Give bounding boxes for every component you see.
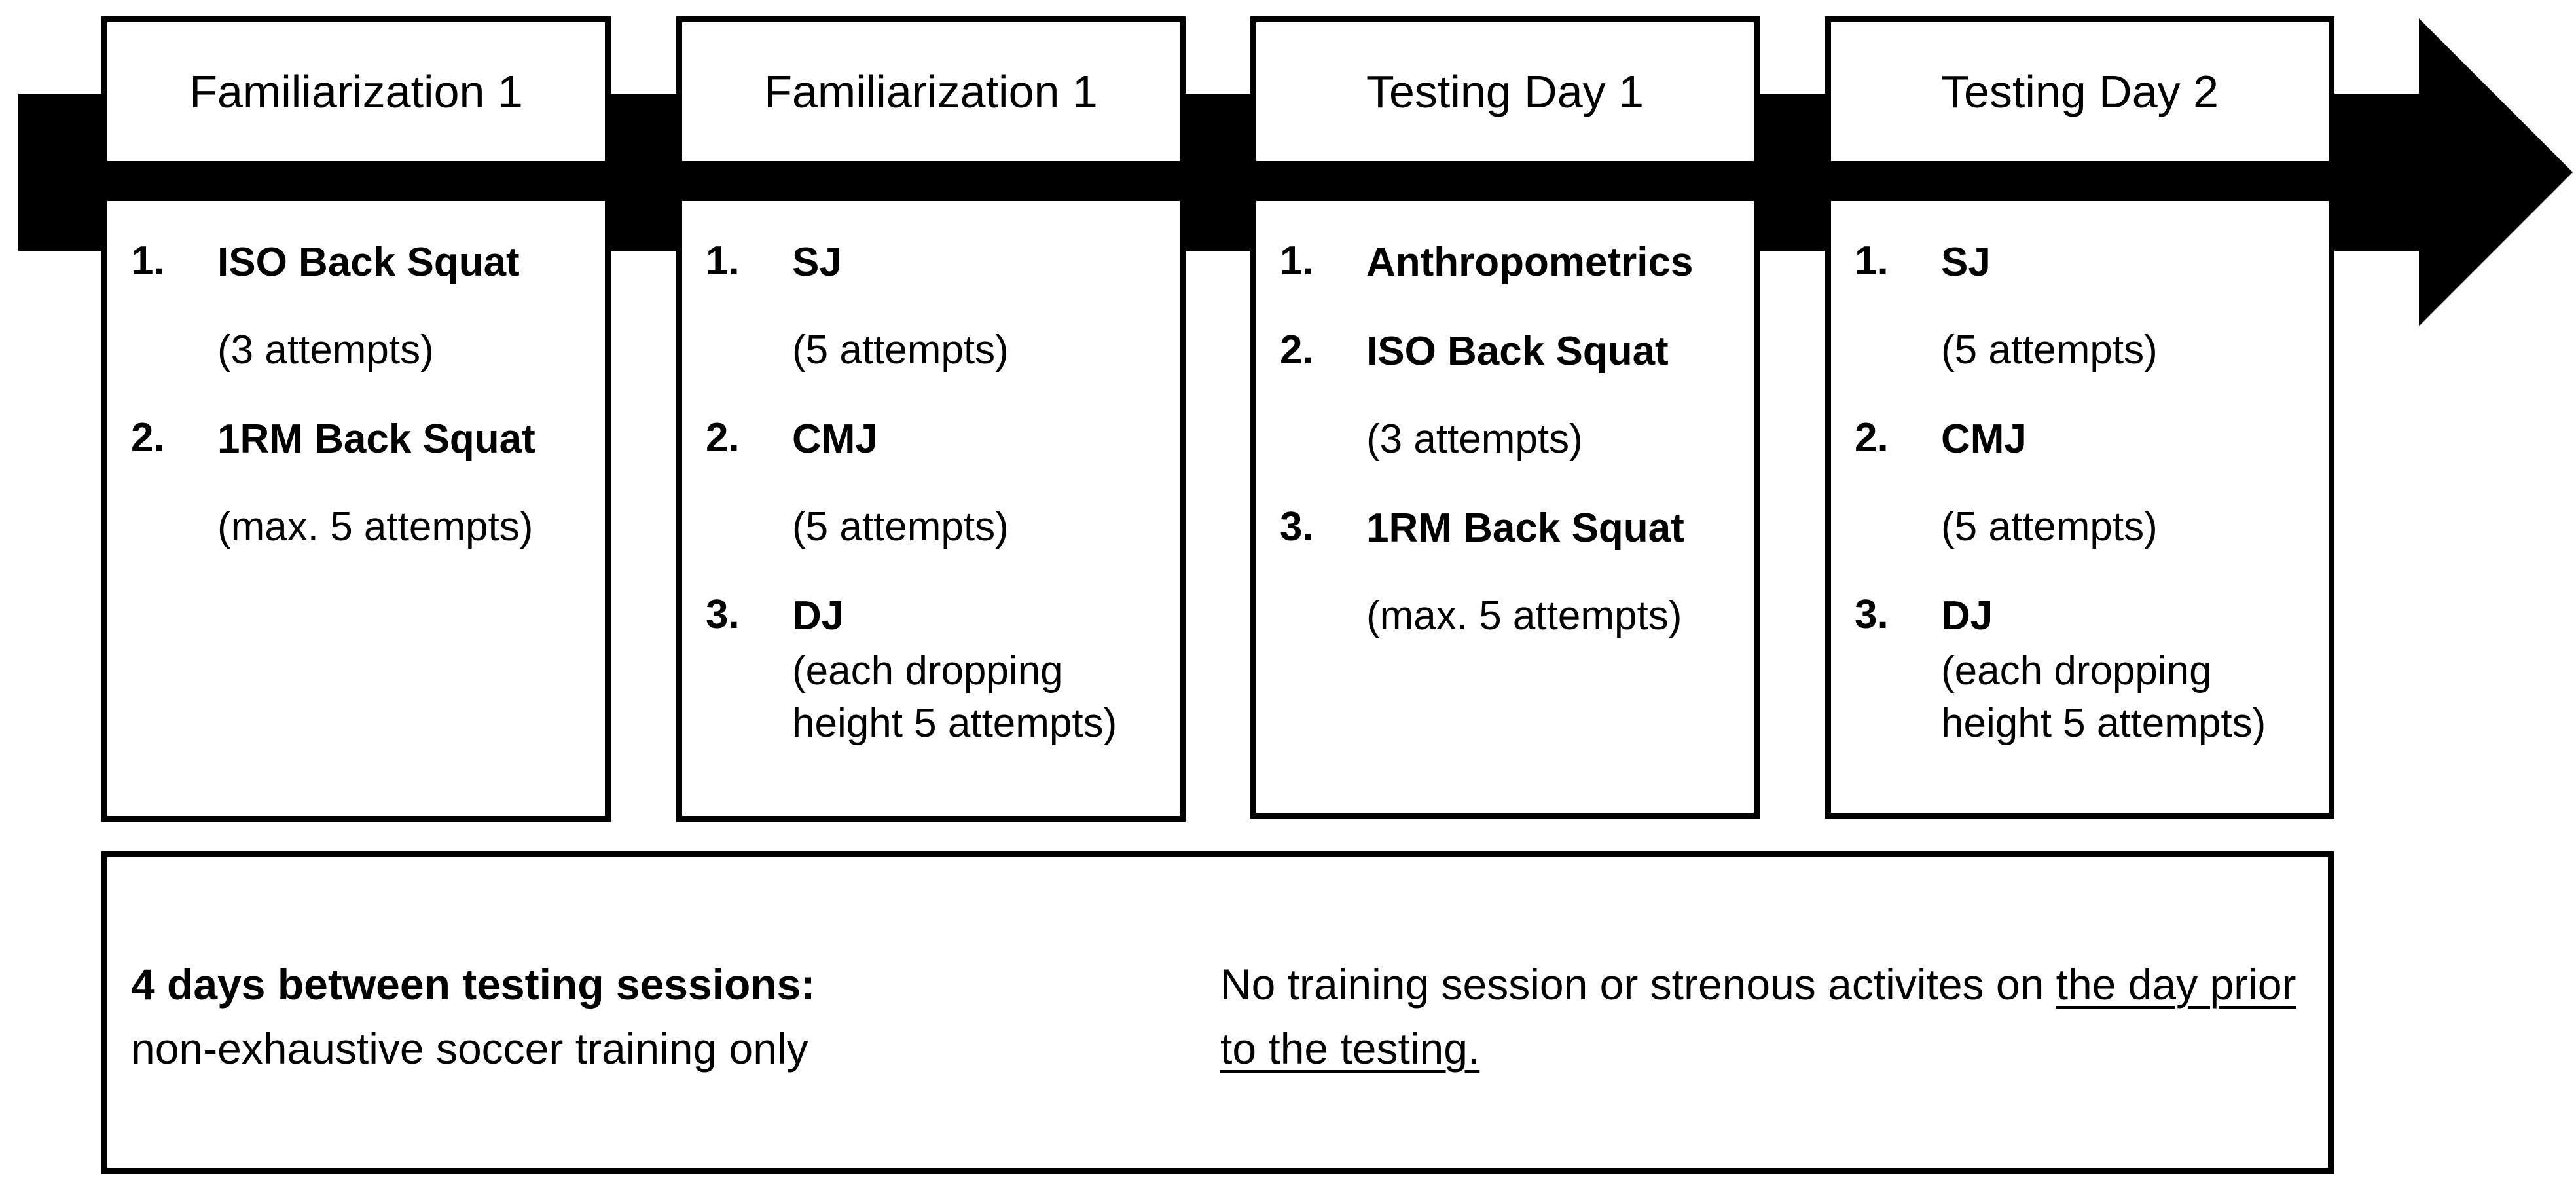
session-steps-2: 1. SJ (5 attempts) 2. CMJ (5 attempts) 3. DJ (ea… bbox=[676, 195, 1186, 822]
step-name: Anthropometrics bbox=[1366, 240, 1694, 285]
step-detail: (3 attempts) bbox=[1366, 417, 1583, 462]
step-number: 2. bbox=[1855, 415, 1889, 460]
session-step: 1. Anthropometrics bbox=[1280, 238, 1754, 287]
session-step: 3. DJ (each dropping height 5 attempts) bbox=[706, 591, 1180, 750]
step-number: 3. bbox=[1280, 504, 1314, 549]
step-number: 2. bbox=[131, 415, 165, 460]
step-detail: (each dropping height 5 attempts) bbox=[792, 648, 1117, 746]
step-name: 1RM Back Squat bbox=[217, 417, 535, 462]
step-name: ISO Back Squat bbox=[1366, 329, 1669, 374]
step-detail: (5 attempts) bbox=[792, 504, 1009, 549]
step-detail: (3 attempts) bbox=[217, 327, 434, 373]
step-number: 1. bbox=[131, 238, 165, 284]
session-step: 2. 1RM Back Squat (max. 5 attempts) bbox=[131, 415, 605, 552]
session-step: 3. 1RM Back Squat (max. 5 attempts) bbox=[1280, 504, 1754, 641]
step-number: 3. bbox=[706, 592, 740, 637]
step-name: DJ bbox=[1941, 593, 1993, 639]
step-detail: (5 attempts) bbox=[1941, 504, 2158, 549]
session-step: 3. DJ (each dropping height 5 attempts) bbox=[1855, 591, 2329, 750]
step-number: 1. bbox=[1280, 238, 1314, 284]
pre-test-note: No training session or strenous activite… bbox=[1220, 952, 2328, 1081]
session-step: 1. ISO Back Squat (3 attempts) bbox=[131, 238, 605, 375]
step-number: 1. bbox=[1855, 238, 1889, 284]
step-name: ISO Back Squat bbox=[217, 240, 520, 285]
session-step: 2. CMJ (5 attempts) bbox=[706, 415, 1180, 552]
step-detail: (max. 5 attempts) bbox=[1366, 593, 1682, 639]
rest-note-text: non-exhaustive soccer training only bbox=[131, 1024, 808, 1073]
step-name: DJ bbox=[792, 593, 844, 639]
rest-note: 4 days between testing sessions: non-exh… bbox=[131, 952, 815, 1081]
session-step: 1. SJ (5 attempts) bbox=[706, 238, 1180, 375]
step-name: SJ bbox=[792, 240, 842, 285]
step-name: CMJ bbox=[792, 417, 878, 462]
step-detail: (max. 5 attempts) bbox=[217, 504, 534, 549]
notes-box: 4 days between testing sessions: non-exh… bbox=[101, 851, 2334, 1174]
step-detail: (5 attempts) bbox=[792, 327, 1009, 373]
step-number: 3. bbox=[1855, 592, 1889, 637]
step-number: 2. bbox=[1280, 327, 1314, 373]
session-header-3: Testing Day 1 bbox=[1250, 16, 1760, 167]
step-detail: (5 attempts) bbox=[1941, 327, 2158, 373]
session-steps-3: 1. Anthropometrics 2. ISO Back Squat (3 atte… bbox=[1250, 195, 1760, 819]
session-step: 2. CMJ (5 attempts) bbox=[1855, 415, 2329, 552]
step-name: SJ bbox=[1941, 240, 1991, 285]
step-name: 1RM Back Squat bbox=[1366, 506, 1684, 551]
pre-test-note-text: No training session or strenous activite… bbox=[1220, 960, 2044, 1009]
session-header-1: Familiarization 1 bbox=[101, 16, 611, 167]
session-step: 2. ISO Back Squat (3 attempts) bbox=[1280, 327, 1754, 464]
step-name: CMJ bbox=[1941, 417, 2027, 462]
session-header-2: Familiarization 1 bbox=[676, 16, 1186, 167]
pre-test-note-underlined: the day prior to the testing. bbox=[1220, 960, 2296, 1073]
rest-note-heading: 4 days between testing sessions: bbox=[131, 960, 816, 1009]
session-header-4: Testing Day 2 bbox=[1825, 16, 2334, 167]
step-detail: (each dropping height 5 attempts) bbox=[1941, 648, 2266, 746]
session-step: 1. SJ (5 attempts) bbox=[1855, 238, 2329, 375]
session-steps-4: 1. SJ (5 attempts) 2. CMJ (5 attempts) 3. DJ (ea… bbox=[1825, 195, 2334, 819]
step-number: 2. bbox=[706, 415, 740, 460]
step-number: 1. bbox=[706, 238, 740, 284]
session-steps-1: 1. ISO Back Squat (3 attempts) 2. 1RM Back S… bbox=[101, 195, 611, 822]
